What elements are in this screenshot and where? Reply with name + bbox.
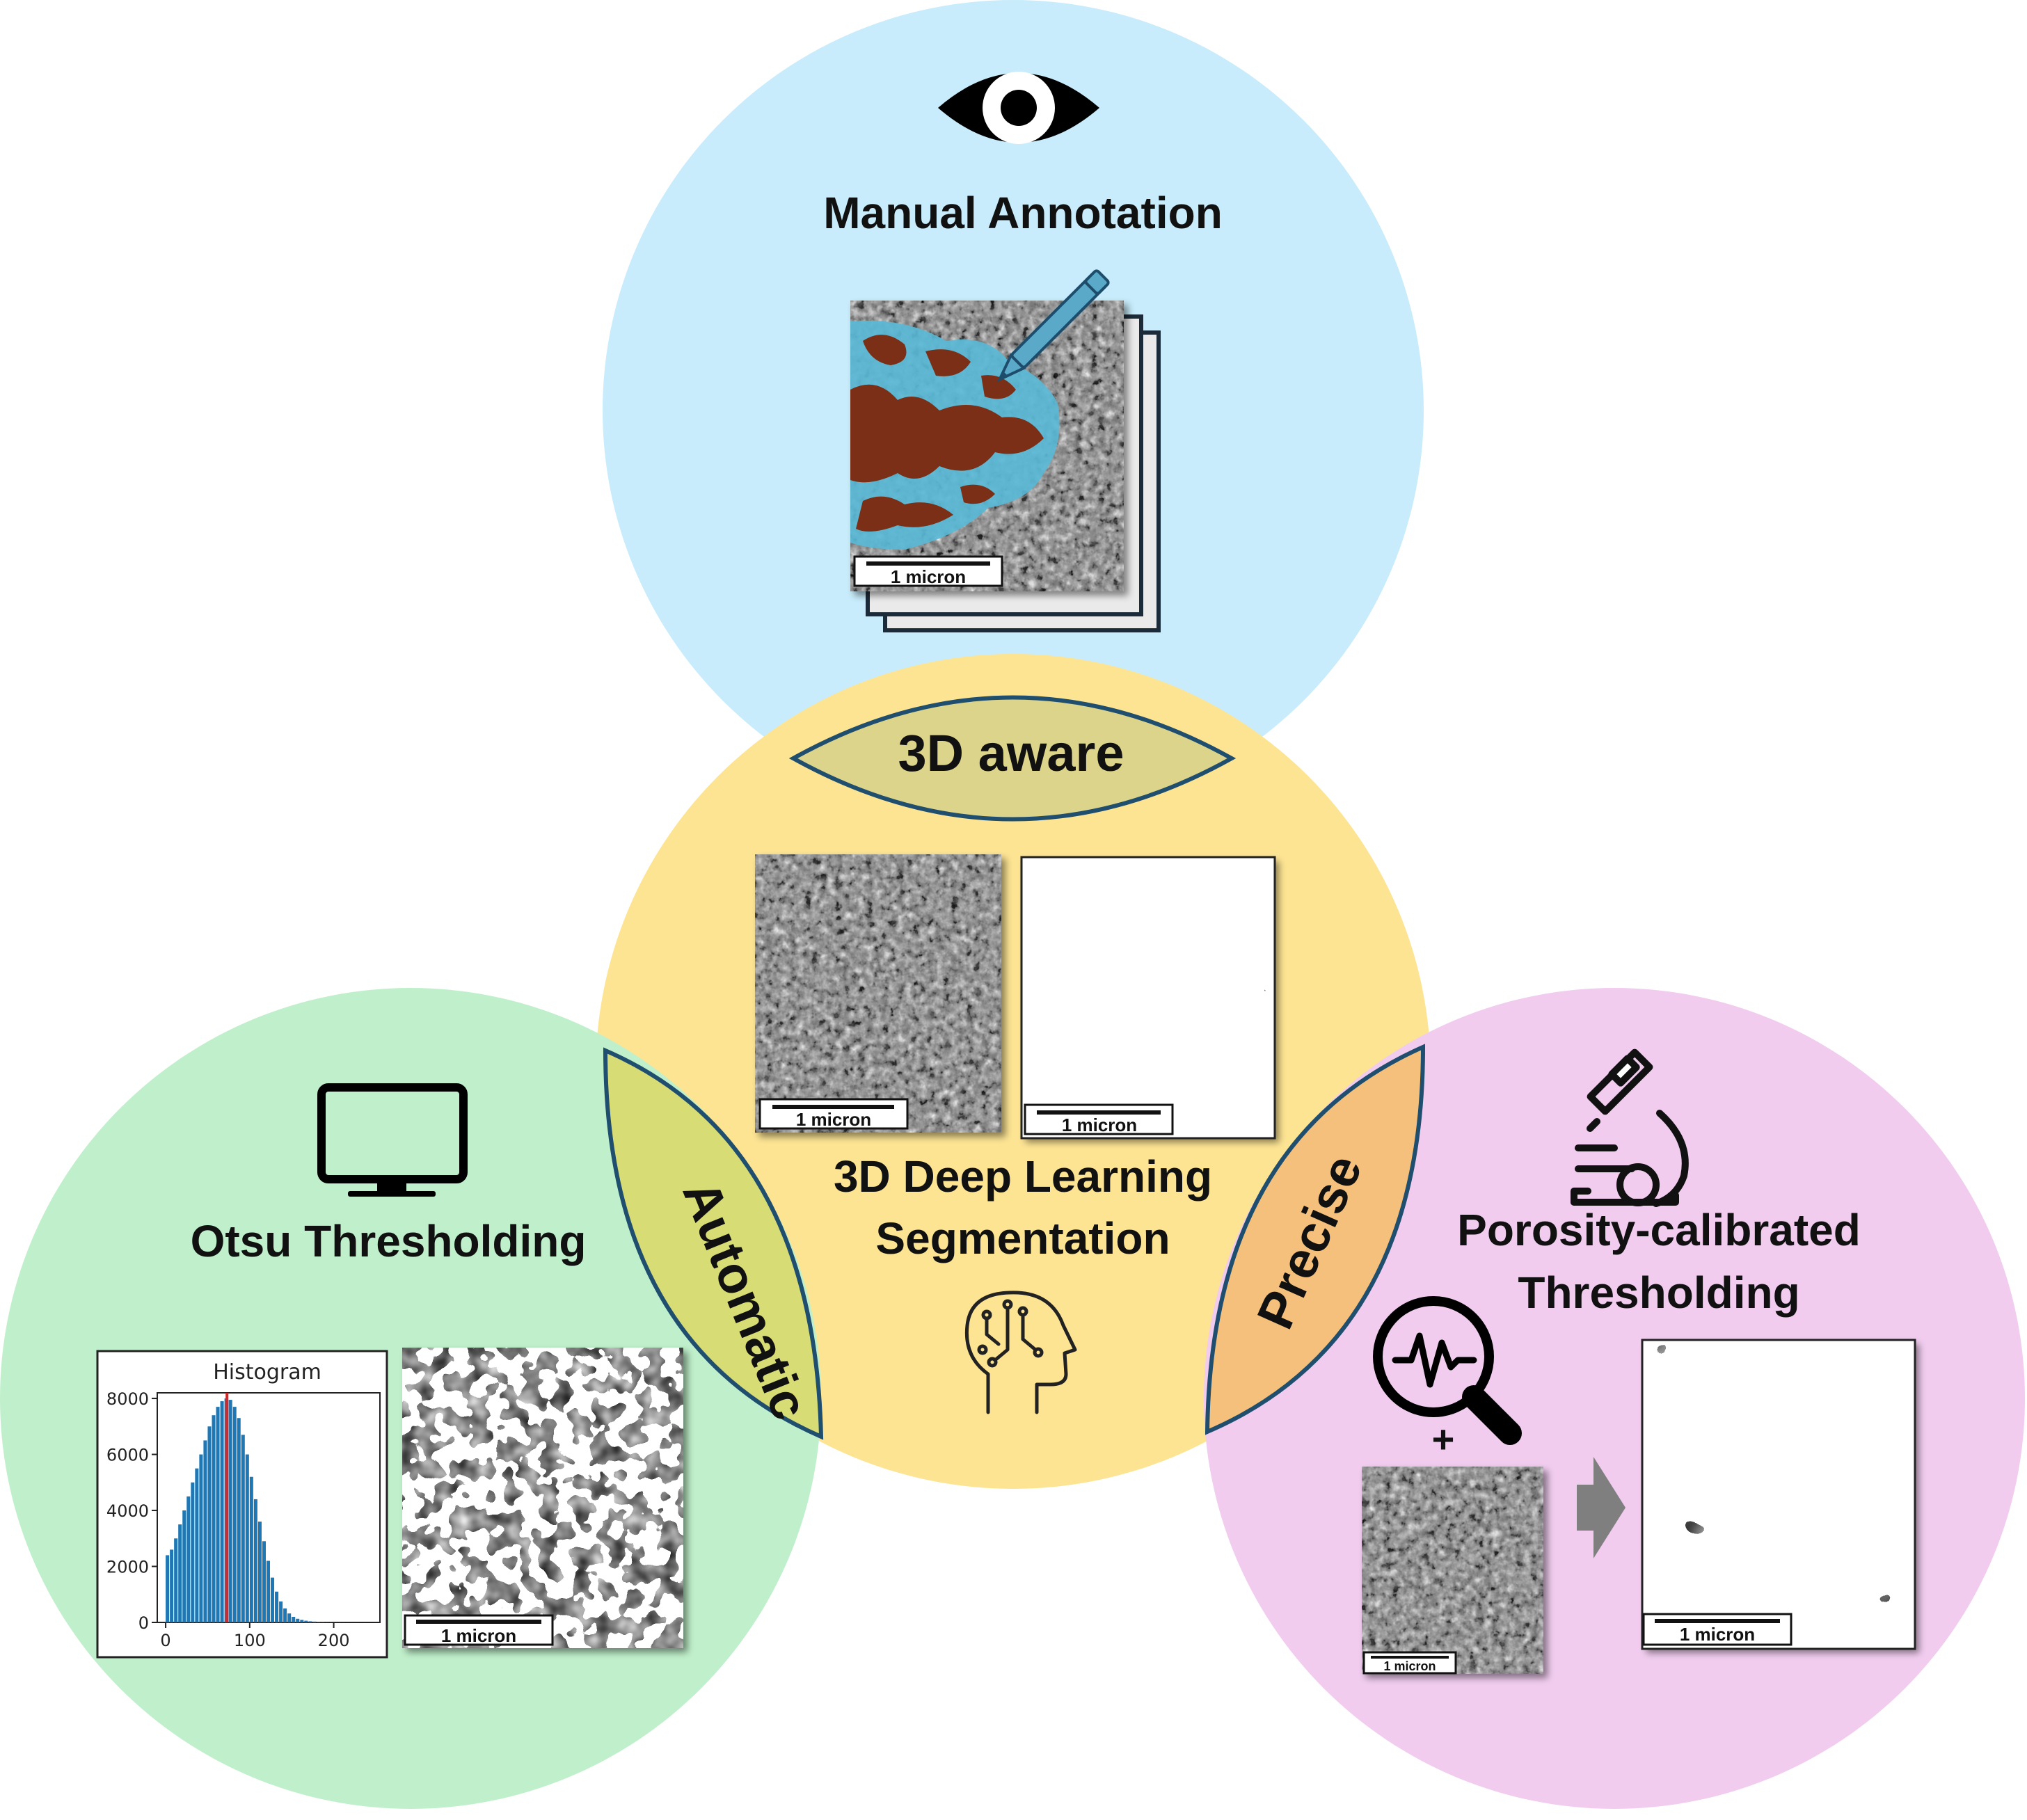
scale-bar: 1 micron bbox=[1024, 1103, 1174, 1135]
histogram-bar bbox=[245, 1454, 249, 1622]
porosity-sem-image bbox=[1362, 1467, 1543, 1674]
histogram-bar bbox=[304, 1620, 308, 1622]
histogram-bar bbox=[271, 1577, 275, 1622]
eye-icon bbox=[938, 72, 1099, 144]
y-tick-label: 0 bbox=[138, 1613, 149, 1633]
y-tick-label: 2000 bbox=[106, 1558, 149, 1577]
porosity-binary-image bbox=[1642, 1340, 1915, 1649]
histogram-bar bbox=[191, 1482, 195, 1622]
svg-text:1 micron: 1 micron bbox=[1680, 1624, 1755, 1645]
histogram-bar bbox=[300, 1620, 304, 1622]
histogram-bar bbox=[195, 1468, 199, 1622]
histogram-bar bbox=[287, 1613, 292, 1622]
histogram-bar bbox=[257, 1522, 262, 1622]
scale-bar: 1 micron bbox=[404, 1614, 554, 1646]
histogram-x-axis: 0 100 200 bbox=[160, 1622, 349, 1650]
arrow-right-icon bbox=[1577, 1457, 1625, 1558]
histogram-bar bbox=[182, 1510, 186, 1622]
histogram-y-axis: 0 2000 4000 6000 8000 bbox=[106, 1389, 157, 1633]
deep-binary-image bbox=[1022, 857, 1275, 1138]
histogram-bar bbox=[220, 1401, 224, 1622]
histogram-bar bbox=[249, 1476, 253, 1622]
histogram-bar bbox=[237, 1418, 241, 1622]
y-tick-label: 4000 bbox=[106, 1501, 149, 1521]
svg-text:1 micron: 1 micron bbox=[796, 1109, 871, 1130]
x-tick-label: 0 bbox=[160, 1631, 170, 1650]
plus-sign: + bbox=[1432, 1417, 1455, 1461]
lens-precise bbox=[1205, 1044, 1426, 1435]
histogram-bar bbox=[199, 1454, 203, 1622]
pencil-icon bbox=[996, 269, 1110, 383]
histogram-bar bbox=[203, 1440, 207, 1622]
scale-bar: 1 micron bbox=[853, 555, 1003, 587]
porosity-title-line2: Thresholding bbox=[1518, 1268, 1799, 1318]
histogram-bar bbox=[279, 1601, 283, 1622]
lens-3d-aware bbox=[788, 695, 1237, 822]
histogram-bar bbox=[170, 1549, 174, 1622]
histogram-bar bbox=[207, 1426, 212, 1622]
histogram-bar bbox=[266, 1560, 271, 1622]
otsu-title: Otsu Thresholding bbox=[191, 1216, 587, 1266]
histogram-bar bbox=[253, 1499, 257, 1622]
x-tick-label: 200 bbox=[318, 1631, 350, 1650]
monitor-icon bbox=[317, 1083, 468, 1197]
histogram-bar bbox=[283, 1608, 287, 1622]
histogram-bar bbox=[186, 1496, 191, 1622]
annotation-overlay bbox=[850, 320, 1060, 550]
y-tick-label: 6000 bbox=[106, 1446, 149, 1465]
lens-automatic bbox=[603, 1047, 824, 1440]
otsu-binary-image bbox=[402, 1348, 683, 1648]
histogram-bar bbox=[212, 1415, 216, 1622]
microscope-icon bbox=[1571, 1048, 1689, 1207]
histogram-bar bbox=[232, 1407, 237, 1622]
x-tick-label: 100 bbox=[234, 1631, 266, 1650]
histogram-bar bbox=[241, 1435, 245, 1622]
scale-bar: 1 micron bbox=[1642, 1613, 1792, 1646]
porosity-title-line1: Porosity-calibrated bbox=[1457, 1205, 1861, 1255]
brain-circuit-icon bbox=[964, 1291, 1077, 1414]
deep-sem-image bbox=[755, 854, 1001, 1133]
manual-annotation-title: Manual Annotation bbox=[823, 188, 1223, 238]
magnifier-signal-icon bbox=[1373, 1296, 1522, 1445]
histogram-bar bbox=[174, 1538, 178, 1622]
histogram-chart: Histogram 0 2000 4000 6000 8000 0 100 200 bbox=[96, 1350, 388, 1659]
histogram-bar bbox=[216, 1407, 220, 1622]
svg-text:1 micron: 1 micron bbox=[1062, 1115, 1137, 1135]
histogram-title: Histogram bbox=[213, 1360, 321, 1384]
scale-bar: 1 micron bbox=[758, 1098, 909, 1130]
annotated-image-stack: 1 micron bbox=[850, 301, 1161, 632]
svg-text:1 micron: 1 micron bbox=[441, 1625, 516, 1646]
svg-text:1 micron: 1 micron bbox=[891, 566, 966, 587]
label-3d-aware: 3D aware bbox=[898, 724, 1124, 782]
histogram-bar bbox=[262, 1541, 266, 1622]
y-tick-label: 8000 bbox=[106, 1389, 149, 1409]
deep-learning-title-line1: 3D Deep Learning bbox=[834, 1151, 1212, 1202]
histogram-bar bbox=[228, 1400, 232, 1622]
svg-text:1 micron: 1 micron bbox=[1383, 1659, 1436, 1673]
deep-learning-title-line2: Segmentation bbox=[875, 1213, 1170, 1263]
histogram-bar bbox=[275, 1591, 279, 1622]
histogram-bar bbox=[178, 1524, 182, 1622]
histogram-bar bbox=[308, 1621, 312, 1622]
histogram-bar bbox=[296, 1618, 300, 1622]
scale-bar: 1 micron bbox=[1362, 1651, 1457, 1675]
histogram-bar bbox=[166, 1555, 170, 1622]
histogram-bar bbox=[292, 1616, 296, 1622]
